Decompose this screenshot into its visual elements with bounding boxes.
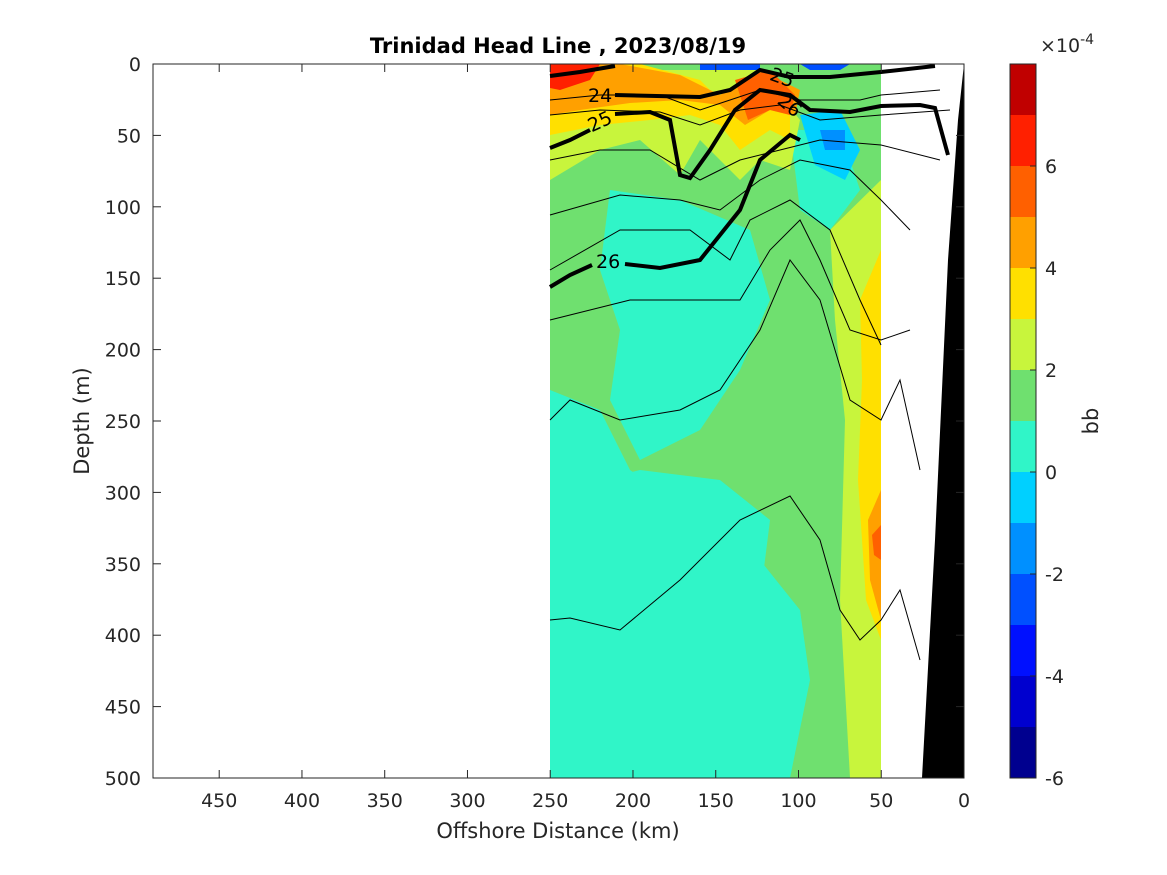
field-patch-blue-upper <box>820 130 845 150</box>
contour-26 <box>624 132 801 271</box>
y-axis-label: Depth (m) <box>70 367 94 474</box>
thick-contours <box>548 64 950 289</box>
y-tick-label: 0 <box>129 54 141 76</box>
contour-line <box>549 199 882 346</box>
x-axis: 450 400 350 300 250 200 150 100 50 0 <box>201 64 970 812</box>
field-patch-teal-mid <box>600 190 770 460</box>
colorbar-frame <box>1009 63 1037 779</box>
field-patch-blue-surface <box>700 64 760 70</box>
contour-line <box>549 495 921 661</box>
colorbar-tick-label: -2 <box>1045 564 1064 586</box>
field-patch-red-edge <box>872 525 881 560</box>
plot-area: 24 25 25 26 26 <box>153 64 964 778</box>
field-patch-teal-deep <box>560 470 770 650</box>
x-tick-label: 300 <box>449 790 485 812</box>
y-tick-label: 150 <box>105 268 141 290</box>
colorbar-cell <box>1010 115 1036 166</box>
colorbar-cell <box>1010 64 1036 115</box>
x-tick-label: 350 <box>367 790 403 812</box>
colorbar-cells <box>1010 64 1036 778</box>
x-tick-label: 250 <box>532 790 568 812</box>
y-tick-label: 300 <box>105 482 141 504</box>
x-tick-label: 150 <box>698 790 734 812</box>
colorbar-cell <box>1010 319 1036 370</box>
contour-24 <box>614 64 936 100</box>
contour-label: 24 <box>588 85 612 107</box>
colorbar-cell <box>1010 421 1036 472</box>
colorbar-cell <box>1010 370 1036 421</box>
contour-line <box>549 259 921 471</box>
x-tick-label: 50 <box>869 790 893 812</box>
colorbar: 6 4 2 0 -2 -4 -6 ×10-4 bb <box>1009 32 1103 790</box>
contour-line <box>549 219 911 341</box>
colorbar-cell <box>1010 523 1036 574</box>
colorbar-cell <box>1010 217 1036 268</box>
contour-25 <box>549 128 591 150</box>
x-tick-label: 200 <box>615 790 651 812</box>
colorbar-cell <box>1010 625 1036 676</box>
colorbar-cell <box>1010 574 1036 625</box>
colorbar-cell <box>1010 727 1036 778</box>
bathymetry <box>922 64 964 778</box>
x-tick-label: 0 <box>958 790 970 812</box>
y-tick-label: 250 <box>105 411 141 433</box>
contour-24 <box>549 64 616 78</box>
contour-25 <box>614 87 950 181</box>
colorbar-tick-label: 2 <box>1045 360 1057 382</box>
y-axis: 0 50 100 150 200 250 300 350 400 450 500 <box>105 54 964 790</box>
x-tick-label: 450 <box>201 790 237 812</box>
field-patch-blue-surface-right <box>800 64 850 70</box>
colorbar-tick-label: -4 <box>1045 666 1064 688</box>
field-patch-red-upper <box>735 70 795 120</box>
x-axis-label: Offshore Distance (km) <box>436 819 679 843</box>
colorbar-tick-label: 4 <box>1045 258 1057 280</box>
colorbar-cell <box>1010 676 1036 727</box>
colorbar-tick-label: 6 <box>1045 156 1057 178</box>
y-tick-label: 100 <box>105 197 141 219</box>
colorbar-cell <box>1010 472 1036 523</box>
thin-contours <box>549 89 951 661</box>
contour-26 <box>548 263 593 289</box>
colorbar-cell <box>1010 268 1036 319</box>
contour-line <box>549 104 951 126</box>
colorbar-label: bb <box>1079 408 1103 435</box>
colorbar-cell <box>1010 166 1036 217</box>
contour-line <box>549 139 941 181</box>
colorbar-exponent: ×10-4 <box>1040 32 1094 57</box>
y-tick-label: 450 <box>105 697 141 719</box>
y-tick-label: 500 <box>105 768 141 790</box>
chart-title: Trinidad Head Line , 2023/08/19 <box>370 34 746 58</box>
contour-label: 26 <box>596 251 620 273</box>
heatmap-field <box>550 64 881 778</box>
y-tick-label: 400 <box>105 625 141 647</box>
y-tick-label: 350 <box>105 554 141 576</box>
contour-line <box>549 159 911 231</box>
colorbar-tick-label: -6 <box>1045 768 1064 790</box>
y-tick-label: 50 <box>117 125 141 147</box>
colorbar-ticks: 6 4 2 0 -2 -4 -6 <box>1030 156 1064 790</box>
x-tick-label: 400 <box>284 790 320 812</box>
x-tick-label: 100 <box>780 790 816 812</box>
y-tick-label: 200 <box>105 340 141 362</box>
colorbar-tick-label: 0 <box>1045 462 1057 484</box>
